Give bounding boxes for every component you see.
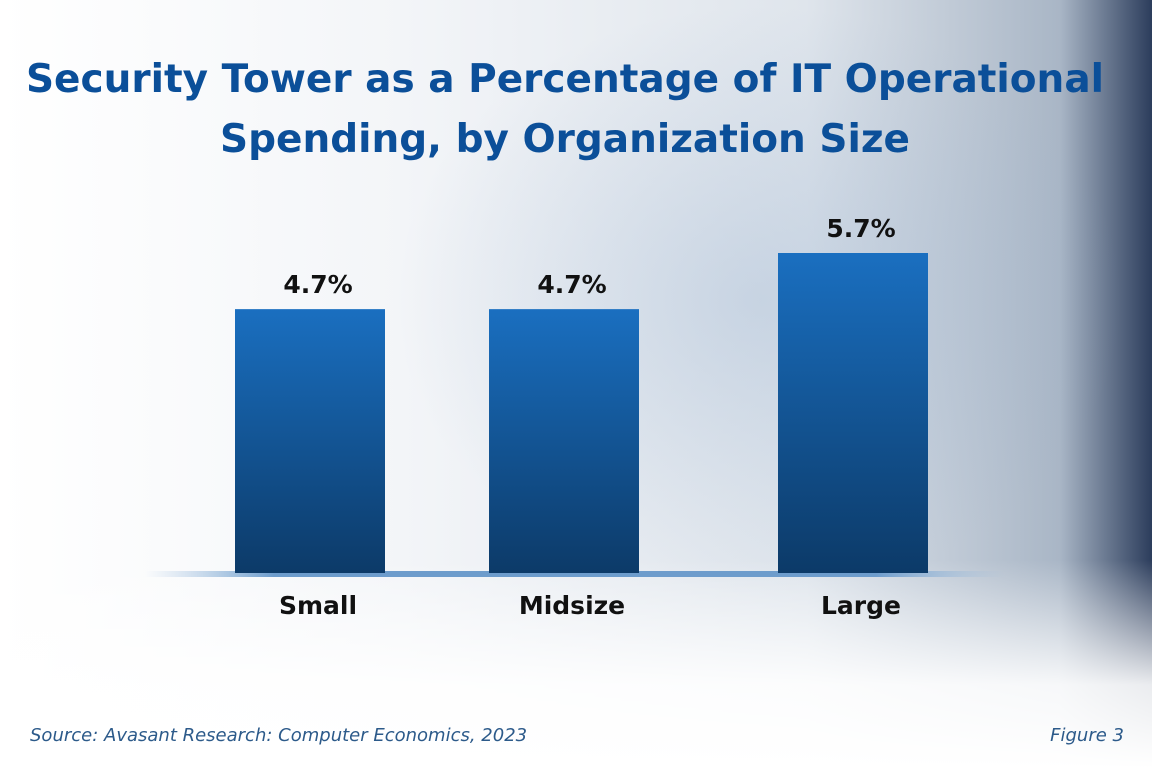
background-fade	[0, 560, 1152, 768]
value-label: 4.7%	[537, 270, 606, 299]
chart-title: Security Tower as a Percentage of IT Ope…	[26, 57, 1104, 102]
figure-label: Figure 3	[1050, 725, 1124, 746]
bar	[778, 253, 928, 573]
x-tick-label: Large	[821, 591, 901, 620]
source: Source: Avasant Research: Computer Econo…	[30, 725, 527, 746]
value-label: 5.7%	[826, 214, 895, 243]
chart-title: Spending, by Organization Size	[220, 117, 910, 162]
x-tick-label: Small	[279, 591, 357, 620]
value-label: 4.7%	[283, 270, 352, 299]
baseline	[145, 571, 1005, 577]
x-tick-label: Midsize	[519, 591, 625, 620]
bar	[235, 309, 385, 573]
bar	[489, 309, 639, 573]
